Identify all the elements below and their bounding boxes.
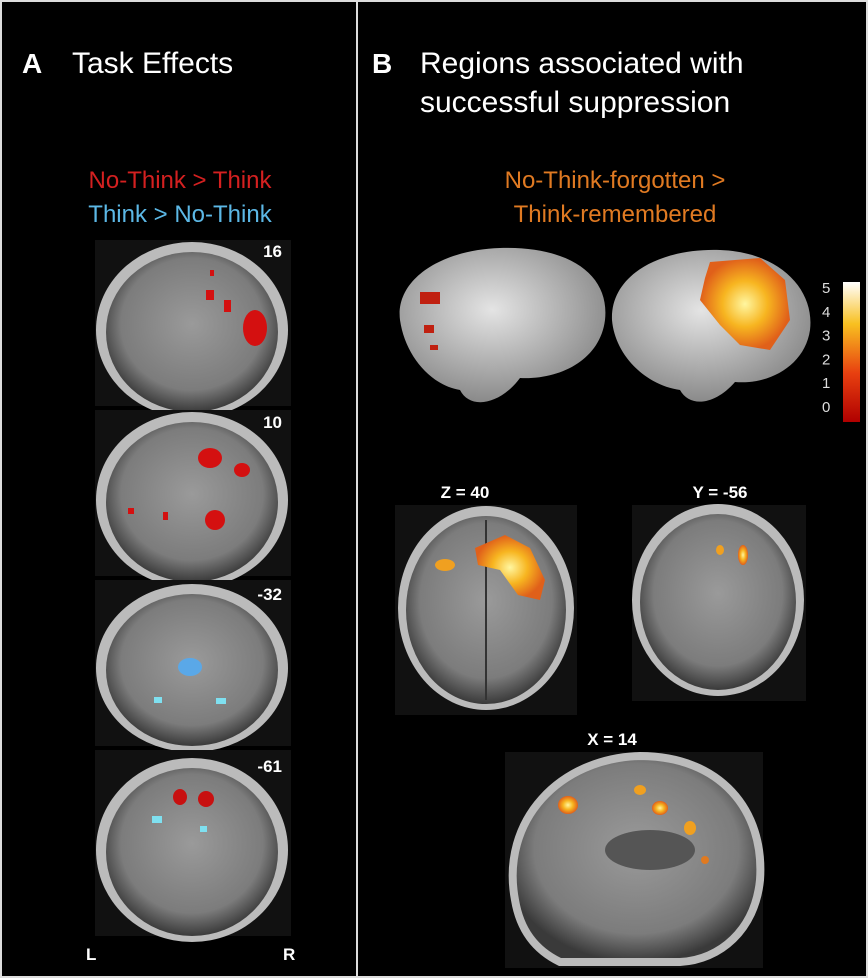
- panel-title: Task Effects: [72, 47, 233, 80]
- colorbar: [843, 282, 860, 422]
- orientation-label: L: [86, 945, 96, 964]
- coronal-slice: [95, 410, 291, 588]
- coronal-slice: [95, 750, 291, 942]
- contrast-label: No-Think-forgotten >: [505, 167, 726, 194]
- colorbar-tick-label: 0: [822, 399, 830, 416]
- colorbar-tick-label: 1: [822, 375, 830, 392]
- slice-label: -61: [257, 757, 282, 776]
- slice-label: 16: [263, 242, 282, 261]
- coronal-slice: [95, 580, 291, 752]
- figure: A Task Effects No-Think > Think Think > …: [0, 0, 868, 978]
- slice-label: Z = 40: [441, 483, 490, 502]
- colorbar-tick-label: 4: [822, 304, 830, 321]
- slice-label: 10: [263, 413, 282, 432]
- legend-entry: Think > No-Think: [88, 201, 272, 228]
- coronal-slice: [95, 240, 291, 418]
- slice-label: X = 14: [587, 730, 637, 749]
- orientation-label: R: [283, 945, 295, 964]
- colorbar-tick-label: 2: [822, 351, 830, 368]
- legend-entry: No-Think > Think: [89, 167, 273, 194]
- panel-letter: B: [372, 48, 392, 79]
- panel-letter: A: [22, 48, 42, 79]
- sagittal-slice: [505, 752, 763, 968]
- panel-title: Regions associated with: [420, 47, 744, 80]
- slice-label: -32: [257, 585, 282, 604]
- slice-label: Y = -56: [693, 483, 748, 502]
- colorbar-tick-label: 3: [822, 328, 830, 345]
- contrast-label: Think-remembered: [514, 201, 717, 228]
- axial-slice: [395, 505, 577, 715]
- panel-title: successful suppression: [420, 86, 730, 119]
- colorbar-tick-label: 5: [822, 280, 830, 297]
- coronal-slice: [632, 504, 806, 701]
